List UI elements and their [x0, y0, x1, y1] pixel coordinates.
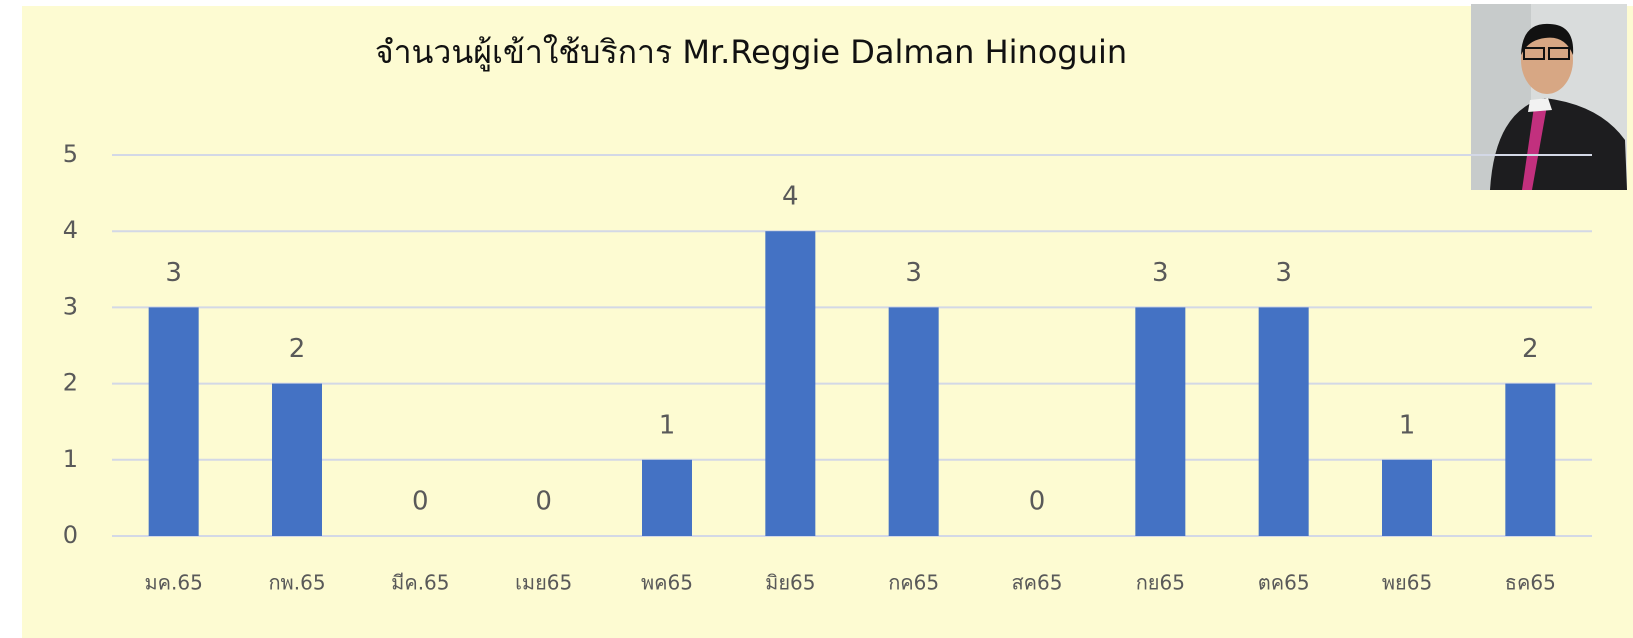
x-tick-label: กพ.65	[268, 571, 325, 595]
chart: จำนวนผู้เข้าใช้บริการ Mr.Reggie Dalman H…	[0, 0, 1633, 638]
data-label: 3	[1152, 258, 1169, 288]
y-tick-label: 2	[63, 369, 78, 397]
chart-title: จำนวนผู้เข้าใช้บริการ Mr.Reggie Dalman H…	[375, 33, 1127, 72]
data-label: 0	[412, 487, 429, 517]
bar	[272, 384, 322, 536]
data-label: 2	[1522, 334, 1539, 364]
x-tick-label: ธค65	[1505, 571, 1556, 595]
bar	[149, 307, 199, 536]
data-label: 0	[1029, 487, 1046, 517]
bar	[765, 231, 815, 536]
y-tick-label: 3	[63, 292, 78, 320]
x-tick-label: สค65	[1011, 571, 1062, 595]
data-label: 0	[535, 487, 552, 517]
y-tick-label: 4	[63, 216, 78, 244]
x-tick-label: มค.65	[144, 571, 202, 595]
x-tick-label: มีค.65	[391, 571, 449, 595]
data-label: 4	[782, 182, 799, 212]
data-label: 3	[1275, 258, 1292, 288]
data-label: 3	[165, 258, 182, 288]
page: {"chart_data": {"type": "bar", "title": …	[0, 0, 1633, 638]
bar	[642, 460, 692, 536]
bar	[1505, 384, 1555, 536]
y-tick-label: 1	[63, 445, 78, 473]
bar	[1259, 307, 1309, 536]
portrait-photo	[1471, 4, 1627, 190]
x-tick-label: ตค65	[1258, 571, 1310, 595]
x-tick-label: กย65	[1136, 571, 1185, 595]
data-label: 2	[289, 334, 306, 364]
bar	[1135, 307, 1185, 536]
data-label: 3	[905, 258, 922, 288]
data-label: 1	[1399, 410, 1416, 440]
bar	[1382, 460, 1432, 536]
chart-background	[22, 6, 1633, 638]
bar	[889, 307, 939, 536]
x-tick-label: พย65	[1382, 571, 1432, 595]
x-tick-label: มิย65	[765, 571, 815, 595]
y-tick-label: 0	[63, 521, 78, 549]
data-label: 1	[659, 410, 676, 440]
x-tick-label: พค65	[641, 571, 693, 595]
x-tick-label: กค65	[888, 571, 939, 595]
x-tick-label: เมย65	[515, 571, 572, 595]
y-tick-label: 5	[63, 140, 78, 168]
